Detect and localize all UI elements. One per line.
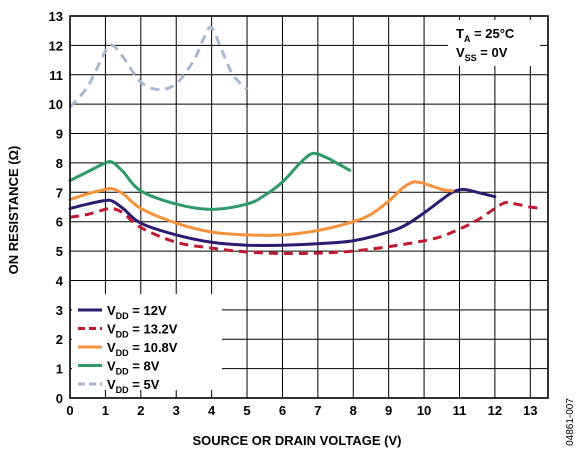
x-tick-label: 2 [137,403,144,418]
legend-label-4: VDD = 5V [107,377,160,395]
y-tick-label: 5 [56,244,63,259]
y-tick-label: 0 [56,391,63,406]
series-line-1 [69,200,542,256]
y-tick-label: 3 [56,303,63,318]
x-axis-label: SOURCE OR DRAIN VOLTAGE (V) [193,433,402,448]
y-axis-label: ON RESISTANCE (Ω) [6,146,21,275]
x-tick-label: 6 [279,403,286,418]
y-tick-label: 6 [56,215,63,230]
legend-label-2: VDD = 10.8V [107,340,178,358]
x-tick-labels: 0 1 2 3 4 5 6 7 8 9 10 11 12 13 [66,403,537,418]
x-tick-label: 4 [208,403,216,418]
x-tick-label: 8 [350,403,357,418]
annotation-box: TA = 25°C VSS = 0V [448,20,540,66]
annotation-temperature: TA = 25°C [456,26,515,44]
series-lines [68,25,542,256]
plot-frame [69,15,549,399]
legend-label-0: VDD = 12V [107,303,167,321]
series-line-3 [68,151,352,211]
annotation-background [448,20,540,66]
y-tick-label: 10 [49,97,63,112]
figure-id: 04861-007 [565,398,576,446]
y-tick-label: 4 [56,273,64,288]
series-line-2 [68,180,454,237]
y-tick-label: 2 [56,332,63,347]
y-tick-label: 1 [56,362,63,377]
x-tick-label: 1 [102,403,109,418]
y-tick-label: 7 [56,185,63,200]
series-line-0 [68,187,497,247]
x-tick-label: 9 [385,403,392,418]
x-tick-label: 0 [66,403,73,418]
series-line-4 [68,25,249,109]
x-tick-label: 13 [523,403,537,418]
y-tick-label: 13 [49,9,63,24]
x-tick-label: 5 [243,403,250,418]
x-tick-label: 7 [314,403,321,418]
legend-label-1: VDD = 13.2V [107,322,178,340]
y-tick-label: 8 [56,156,63,171]
y-tick-label: 11 [49,68,63,83]
annotation-vss: VSS = 0V [456,45,508,63]
y-tick-label: 12 [49,38,63,53]
y-tick-label: 9 [56,127,63,142]
x-tick-label: 11 [453,403,467,418]
legend-label-3: VDD = 8V [107,359,160,377]
x-tick-label: 3 [173,403,180,418]
x-tick-label: 10 [417,403,431,418]
x-tick-label: 12 [488,403,502,418]
